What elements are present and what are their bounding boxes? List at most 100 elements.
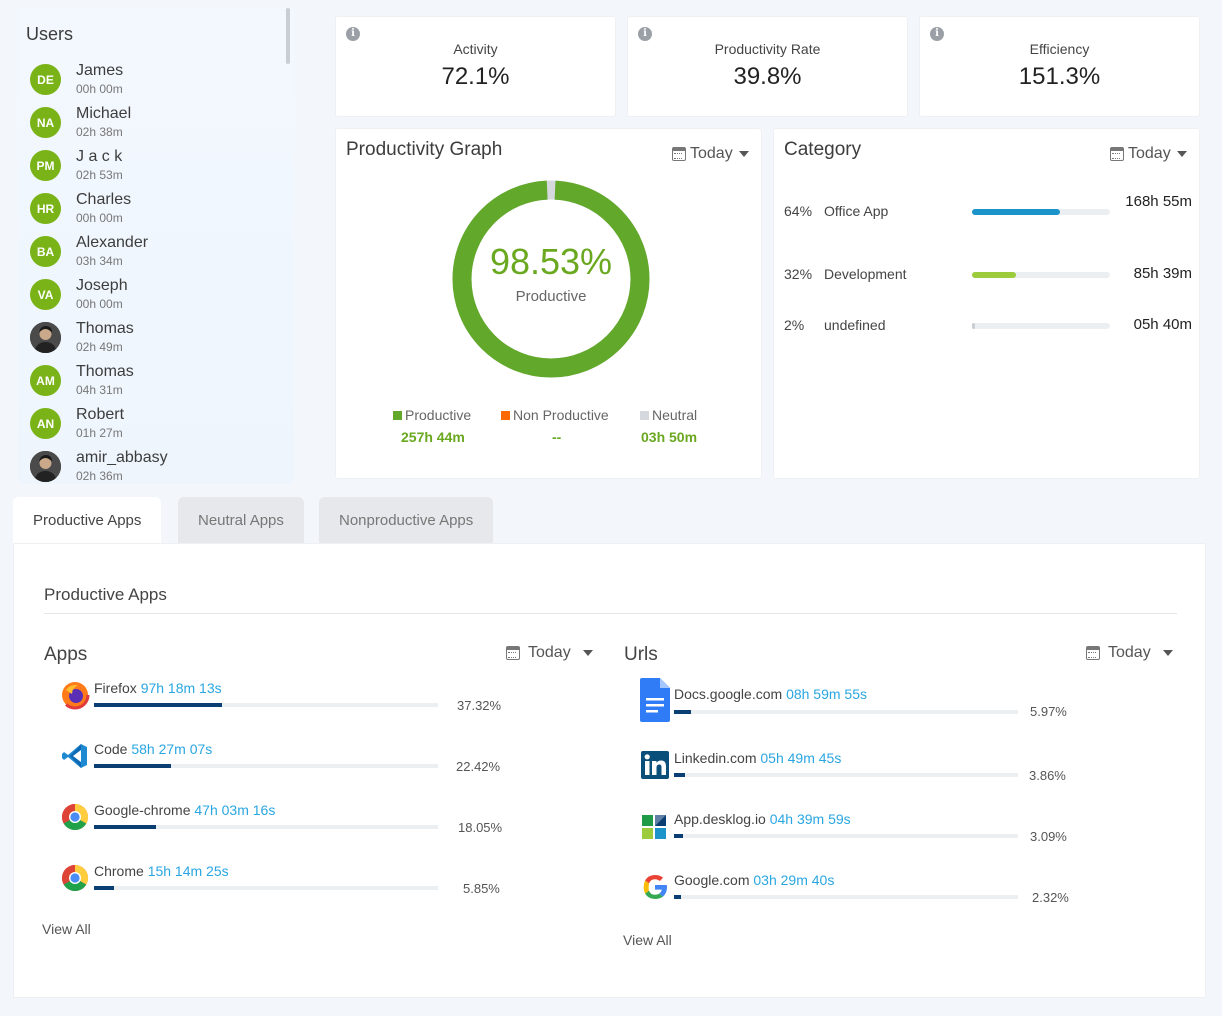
app-row[interactable]: Google-chrome 47h 03m 16s 18.05%: [60, 802, 502, 842]
user-time: 02h 53m: [76, 168, 123, 182]
app-bar: [94, 764, 438, 768]
user-list-item[interactable]: AM Thomas 04h 31m: [30, 361, 280, 404]
category-bar-fill: [972, 272, 1017, 278]
url-row[interactable]: Google.com 03h 29m 40s 2.32%: [640, 872, 1070, 912]
user-time: 00h 00m: [76, 211, 123, 225]
user-list: DE James 00h 00m NA Michael 02h 38m PM J a c k 0…: [30, 60, 280, 484]
url-row[interactable]: Docs.google.com 08h 59m 55s 5.97%: [640, 678, 1070, 722]
url-label: Docs.google.com: [674, 686, 783, 702]
legend-neutral[interactable]: Neutral: [640, 407, 697, 423]
url-pct: 3.09%: [1030, 829, 1067, 844]
user-list-item[interactable]: VA Joseph 00h 00m: [30, 275, 280, 318]
app-name: Code 58h 27m 07s: [94, 741, 212, 757]
app-time: 58h 27m 07s: [131, 741, 213, 757]
caret-down-icon: [738, 151, 749, 157]
avatar: AN: [30, 408, 61, 439]
filter-label: Today: [1108, 644, 1151, 661]
user-list-item[interactable]: AN Robert 01h 27m: [30, 404, 280, 447]
url-label: Google.com: [674, 872, 750, 888]
category-time: 05h 40m: [1133, 316, 1192, 333]
avatar: [30, 451, 61, 482]
app-bar-fill: [94, 764, 172, 768]
user-name: Michael: [76, 105, 132, 122]
legend-swatch: [640, 411, 649, 420]
category-time: 168h 55m: [1125, 193, 1192, 210]
user-time: 03h 34m: [76, 254, 123, 268]
chrome-icon: [61, 864, 89, 892]
app-time: 15h 14m 25s: [147, 863, 229, 879]
url-row[interactable]: App.desklog.io 04h 39m 59s 3.09%: [640, 811, 1070, 851]
info-icon[interactable]: i: [930, 27, 944, 41]
efficiency-value: 151.3%: [1018, 63, 1101, 90]
info-icon[interactable]: i: [638, 27, 652, 41]
legend-productive[interactable]: Productive: [393, 407, 471, 423]
firefox-icon: [60, 680, 90, 710]
user-time: 02h 49m: [76, 340, 123, 354]
app-bar: [94, 886, 438, 890]
legend-productive-value: 257h 44m: [401, 429, 465, 445]
user-list-item[interactable]: PM J a c k 02h 53m: [30, 146, 280, 189]
app-bar-fill: [94, 703, 223, 707]
category-pct: 64%: [784, 203, 813, 219]
user-list-item[interactable]: DE James 00h 00m: [30, 60, 280, 103]
divider: [44, 613, 1177, 614]
category-bar: [972, 323, 1110, 329]
donut-center-value: 98.53%: [489, 241, 613, 282]
users-scrollbar[interactable]: [286, 8, 290, 64]
caret-down-icon: [582, 650, 593, 656]
app-label: Firefox: [94, 680, 137, 696]
info-icon[interactable]: i: [346, 27, 360, 41]
app-pct: 22.42%: [456, 759, 501, 774]
linkedin-icon: [641, 751, 669, 779]
users-title: Users: [26, 24, 74, 44]
category-row: 64% Office App 168h 55m: [784, 191, 1192, 231]
user-name: Charles: [76, 191, 132, 208]
user-list-item[interactable]: Thomas 02h 49m: [30, 318, 280, 361]
app-row[interactable]: Chrome 15h 14m 25s 5.85%: [60, 863, 500, 903]
url-time: 05h 49m 45s: [760, 750, 842, 766]
url-bar: [674, 710, 1018, 714]
urls-filter[interactable]: Today: [1086, 644, 1173, 662]
app-pct: 18.05%: [458, 820, 503, 835]
app-row[interactable]: Firefox 97h 18m 13s 37.32%: [60, 680, 501, 720]
avatar: AM: [30, 365, 61, 396]
url-pct: 2.32%: [1032, 890, 1069, 905]
donut-productive-segment: [452, 180, 650, 378]
user-list-item[interactable]: NA Michael 02h 38m: [30, 103, 280, 146]
filter-label: Today: [690, 145, 733, 162]
category-time: 85h 39m: [1133, 265, 1192, 282]
tab-nonproductive-apps[interactable]: Nonproductive Apps: [319, 497, 494, 543]
legend-non-productive[interactable]: Non Productive: [501, 407, 609, 423]
productivity-graph-filter[interactable]: Today: [672, 145, 749, 163]
user-list-item[interactable]: HR Charles 00h 00m: [30, 189, 280, 232]
user-name: J a c k: [76, 148, 123, 165]
apps-filter[interactable]: Today: [506, 644, 593, 662]
productivity-donut: [452, 180, 650, 378]
apps-view-all-link[interactable]: View All: [42, 921, 91, 937]
user-list-item[interactable]: BA Alexander 03h 34m: [30, 232, 280, 275]
user-time: 00h 00m: [76, 297, 123, 311]
url-name: App.desklog.io 04h 39m 59s: [674, 811, 851, 827]
tab-productive-apps[interactable]: Productive Apps: [13, 497, 162, 543]
tab-neutral-apps[interactable]: Neutral Apps: [178, 497, 304, 543]
legend-swatch: [393, 411, 402, 420]
urls-view-all-link[interactable]: View All: [623, 932, 672, 948]
url-row[interactable]: Linkedin.com 05h 49m 45s 3.86%: [640, 750, 1070, 790]
google-icon: [643, 875, 667, 899]
user-time: 02h 36m: [76, 469, 123, 483]
url-label: Linkedin.com: [674, 750, 757, 766]
url-bar: [674, 895, 1018, 899]
user-list-item[interactable]: amir_abbasy 02h 36m: [30, 447, 280, 484]
caret-down-icon: [1162, 650, 1173, 656]
calendar-icon: [1086, 646, 1100, 660]
productivity-rate-card: i Productivity Rate 39.8%: [627, 16, 908, 117]
productive-apps-panel: Productive Apps Apps Today Firefox 97h 1…: [13, 543, 1206, 998]
url-bar-fill: [674, 773, 686, 777]
app-label: Google-chrome: [94, 802, 191, 818]
avatar: BA: [30, 236, 61, 267]
app-row[interactable]: Code 58h 27m 07s 22.42%: [60, 741, 500, 781]
category-filter[interactable]: Today: [1110, 145, 1187, 163]
productivity-graph-card: Productivity Graph Today 98.53% Producti…: [335, 128, 762, 479]
filter-label: Today: [1128, 145, 1171, 162]
app-pct: 5.85%: [463, 881, 500, 896]
